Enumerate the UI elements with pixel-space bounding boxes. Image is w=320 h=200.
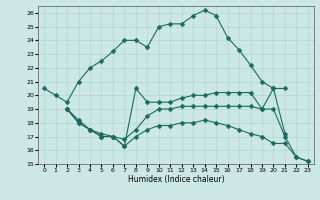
X-axis label: Humidex (Indice chaleur): Humidex (Indice chaleur) [128, 175, 224, 184]
